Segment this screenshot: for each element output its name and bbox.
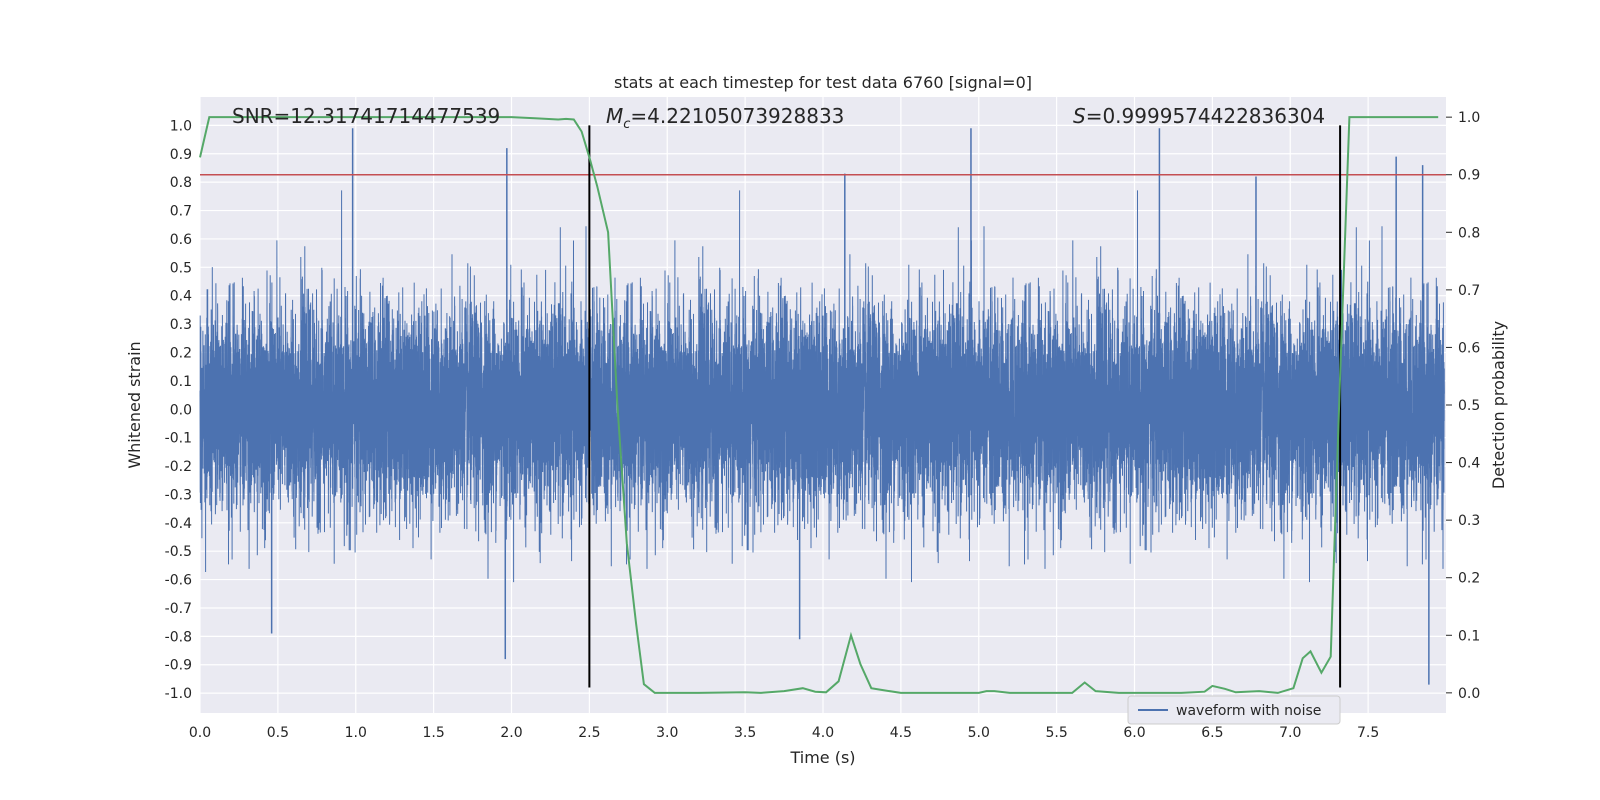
x-tick-label: 0.5 bbox=[267, 725, 289, 741]
y-tick-label: -0.1 bbox=[165, 431, 192, 447]
y-right-tick-label: 0.0 bbox=[1458, 686, 1480, 702]
x-tick-label: 5.5 bbox=[1045, 725, 1067, 741]
x-tick-label: 3.0 bbox=[656, 725, 678, 741]
x-tick-label: 1.5 bbox=[422, 725, 444, 741]
chart-title: stats at each timestep for test data 676… bbox=[614, 73, 1032, 92]
y-right-axis-label: Detection probability bbox=[1489, 321, 1508, 489]
y-right-tick-label: 0.2 bbox=[1458, 571, 1480, 587]
x-axis-label: Time (s) bbox=[789, 748, 855, 767]
y-right-tick-label: 0.3 bbox=[1458, 513, 1480, 529]
y-tick-label: -1.0 bbox=[165, 686, 192, 702]
y-tick-label: 0.5 bbox=[170, 260, 192, 276]
y-right-tick-label: 0.8 bbox=[1458, 225, 1480, 241]
y-tick-label: 0.8 bbox=[170, 175, 192, 191]
snr-annotation: SNR=12.31741714477539 bbox=[232, 104, 500, 128]
x-tick-label: 7.5 bbox=[1357, 725, 1379, 741]
x-tick-label: 3.5 bbox=[734, 725, 756, 741]
y-tick-label: 0.3 bbox=[170, 317, 192, 333]
y-right-tick-label: 0.5 bbox=[1458, 398, 1480, 414]
x-tick-label: 0.0 bbox=[189, 725, 211, 741]
y-tick-label: 0.9 bbox=[170, 147, 192, 163]
y-tick-label: 0.6 bbox=[170, 232, 192, 248]
y-right-tick-label: 1.0 bbox=[1458, 110, 1480, 126]
legend-box bbox=[1127, 695, 1341, 725]
y-tick-label: -0.5 bbox=[165, 544, 192, 560]
x-tick-label: 1.0 bbox=[345, 725, 367, 741]
x-tick-label: 6.0 bbox=[1123, 725, 1145, 741]
y-tick-label: 0.4 bbox=[170, 289, 192, 305]
y-right-tick-label: 0.9 bbox=[1458, 168, 1480, 184]
chirp-mass-symbol: M bbox=[606, 104, 623, 128]
y-right-tick-label: 0.7 bbox=[1458, 283, 1480, 299]
y-tick-label: -0.6 bbox=[165, 573, 192, 589]
y-tick-label: 1.0 bbox=[170, 118, 192, 134]
chirp-mass-annotation: Mc=4.22105073928833 bbox=[606, 104, 844, 132]
x-tick-label: 2.0 bbox=[500, 725, 522, 741]
y-tick-label: -0.9 bbox=[165, 658, 192, 674]
y-tick-label: 0.7 bbox=[170, 204, 192, 220]
y-right-tick-label: 0.6 bbox=[1458, 340, 1480, 356]
x-tick-label: 5.0 bbox=[968, 725, 990, 741]
legend-label: waveform with noise bbox=[1176, 703, 1321, 719]
score-annotation: S=0.9999574422836304 bbox=[1073, 104, 1325, 128]
score-value: =0.9999574422836304 bbox=[1086, 104, 1325, 128]
waveform-line bbox=[199, 190, 1445, 583]
x-axis-ticks: 0.0 0.5 1.0 1.5 2.0 2.5 3.0 3.5 4.0 4.5 5.0 5.5 6.0 6… bbox=[189, 725, 1379, 741]
legend: waveform with noise bbox=[1127, 695, 1341, 725]
chirp-mass-subscript: c bbox=[623, 117, 630, 132]
y-tick-label: -0.4 bbox=[165, 516, 192, 532]
y-right-tick-label: 0.4 bbox=[1458, 456, 1480, 472]
y-axis-ticks: 1.0 0.9 0.8 0.7 0.6 0.5 0.4 0.3 0.2 0.1 0.0 -0.1 -0.… bbox=[165, 118, 192, 702]
y-tick-label: -0.2 bbox=[165, 459, 192, 475]
x-tick-label: 7.0 bbox=[1279, 725, 1301, 741]
y-tick-label: 0.0 bbox=[170, 402, 192, 418]
y-tick-label: 0.2 bbox=[170, 345, 192, 361]
y-right-axis-ticks: 1.0 0.9 0.8 0.7 0.6 0.5 0.4 0.3 0.2 0.1 0.0 bbox=[1446, 110, 1480, 702]
y-axis-label: Whitened strain bbox=[125, 341, 144, 468]
x-tick-label: 2.5 bbox=[578, 725, 600, 741]
y-tick-label: -0.7 bbox=[165, 601, 192, 617]
chirp-mass-value: =4.22105073928833 bbox=[630, 104, 844, 128]
score-symbol: S bbox=[1073, 104, 1086, 128]
x-tick-label: 4.5 bbox=[890, 725, 912, 741]
waveform-series bbox=[199, 128, 1445, 685]
x-tick-label: 4.0 bbox=[812, 725, 834, 741]
y-tick-label: 0.1 bbox=[170, 374, 192, 390]
y-tick-label: -0.8 bbox=[165, 629, 192, 645]
y-right-tick-label: 0.1 bbox=[1458, 628, 1480, 644]
y-tick-label: -0.3 bbox=[165, 487, 192, 503]
detection-probability-line bbox=[199, 116, 1439, 694]
x-tick-label: 6.5 bbox=[1201, 725, 1223, 741]
vertical-markers bbox=[588, 125, 1342, 688]
